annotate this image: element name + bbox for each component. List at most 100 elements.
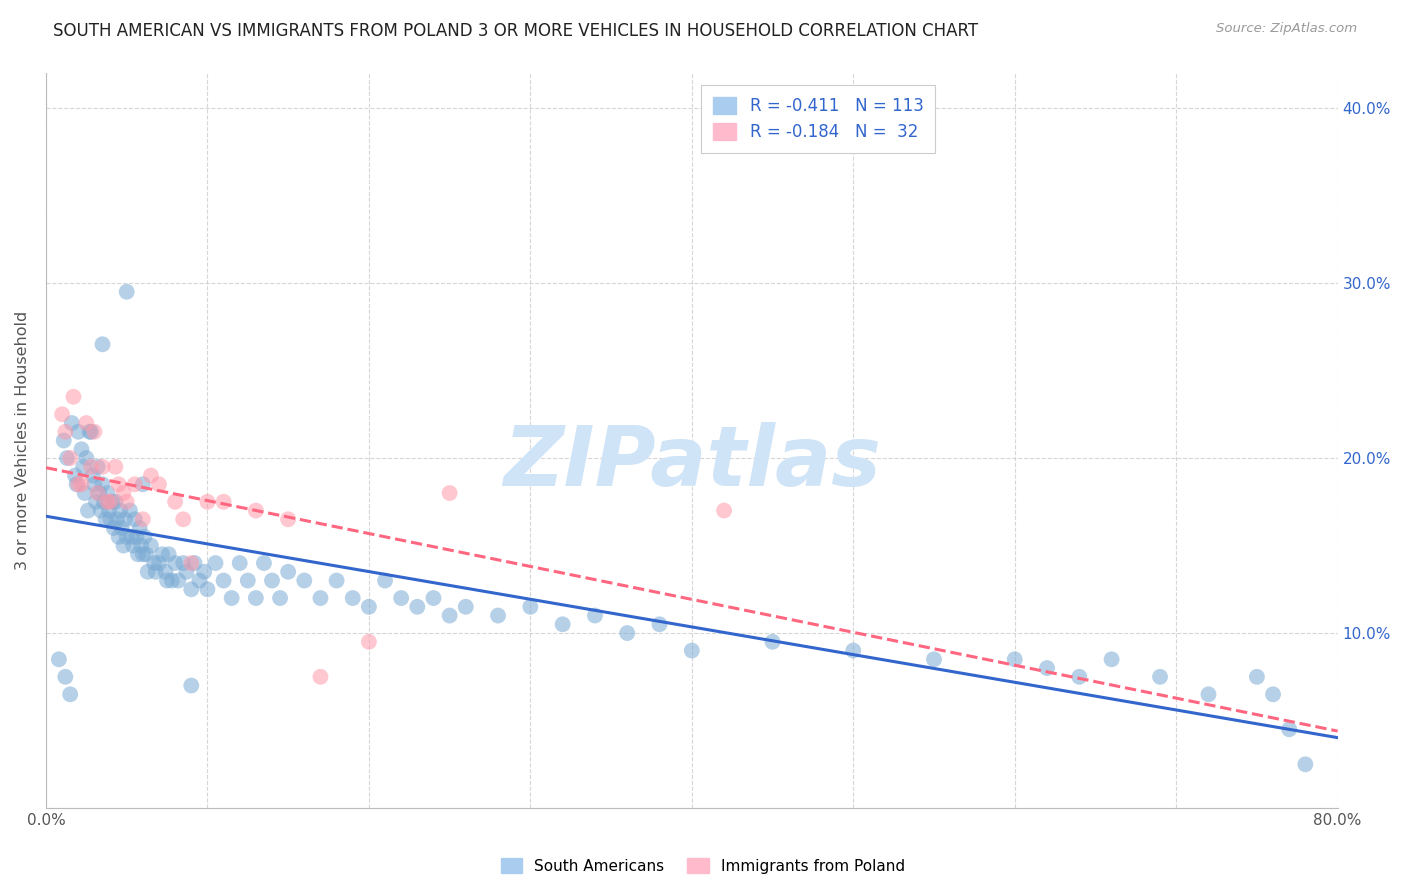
Point	[129, 539, 152, 553]
Point	[269, 591, 291, 605]
Point	[228, 556, 250, 570]
Point	[183, 556, 205, 570]
Point	[53, 425, 76, 439]
Point	[145, 565, 167, 579]
Point	[67, 425, 90, 439]
Point	[1294, 757, 1316, 772]
Point	[148, 556, 170, 570]
Point	[1069, 670, 1091, 684]
Point	[135, 547, 157, 561]
Point	[80, 459, 103, 474]
Point	[107, 477, 129, 491]
Point	[155, 565, 177, 579]
Point	[96, 486, 118, 500]
Point	[91, 459, 114, 474]
Point	[75, 416, 97, 430]
Point	[118, 503, 141, 517]
Point	[122, 539, 145, 553]
Point	[91, 477, 114, 491]
Point	[101, 495, 124, 509]
Point	[53, 670, 76, 684]
Point	[309, 591, 332, 605]
Point	[66, 477, 89, 491]
Point	[160, 574, 183, 588]
Point	[165, 495, 187, 509]
Text: SOUTH AMERICAN VS IMMIGRANTS FROM POLAND 3 OR MORE VEHICLES IN HOUSEHOLD CORRELA: SOUTH AMERICAN VS IMMIGRANTS FROM POLAND…	[53, 22, 979, 40]
Point	[180, 556, 202, 570]
Point	[115, 530, 138, 544]
Point	[277, 512, 299, 526]
Point	[67, 477, 90, 491]
Point	[139, 539, 162, 553]
Point	[389, 591, 412, 605]
Point	[180, 679, 202, 693]
Point	[84, 495, 107, 509]
Point	[761, 635, 783, 649]
Point	[86, 459, 108, 474]
Point	[75, 450, 97, 465]
Point	[127, 547, 149, 561]
Point	[59, 687, 82, 701]
Point	[454, 599, 477, 614]
Point	[107, 530, 129, 544]
Point	[150, 547, 173, 561]
Point	[157, 547, 180, 561]
Point	[325, 574, 347, 588]
Point	[197, 495, 219, 509]
Point	[79, 425, 101, 439]
Point	[713, 503, 735, 517]
Point	[260, 574, 283, 588]
Text: ZIPatlas: ZIPatlas	[503, 422, 880, 503]
Point	[94, 512, 117, 526]
Point	[148, 477, 170, 491]
Point	[124, 512, 146, 526]
Point	[132, 512, 155, 526]
Point	[1261, 687, 1284, 701]
Point	[188, 574, 211, 588]
Point	[165, 556, 187, 570]
Point	[167, 574, 190, 588]
Y-axis label: 3 or more Vehicles in Household: 3 or more Vehicles in Household	[15, 311, 30, 570]
Point	[519, 599, 541, 614]
Point	[842, 643, 865, 657]
Point	[121, 530, 143, 544]
Point	[115, 285, 138, 299]
Point	[342, 591, 364, 605]
Point	[86, 486, 108, 500]
Text: Source: ZipAtlas.com: Source: ZipAtlas.com	[1216, 22, 1357, 36]
Point	[132, 547, 155, 561]
Point	[204, 556, 226, 570]
Point	[80, 425, 103, 439]
Point	[172, 512, 194, 526]
Point	[253, 556, 276, 570]
Point	[77, 503, 100, 517]
Point	[1149, 670, 1171, 684]
Point	[193, 565, 215, 579]
Point	[104, 459, 127, 474]
Point	[212, 495, 235, 509]
Point	[486, 608, 509, 623]
Point	[90, 503, 112, 517]
Point	[245, 503, 267, 517]
Point	[100, 512, 122, 526]
Point	[551, 617, 574, 632]
Point	[221, 591, 243, 605]
Point	[374, 574, 396, 588]
Point	[91, 337, 114, 351]
Point	[132, 477, 155, 491]
Point	[52, 434, 75, 448]
Point	[83, 477, 105, 491]
Point	[83, 425, 105, 439]
Point	[72, 459, 94, 474]
Point	[48, 652, 70, 666]
Point	[1246, 670, 1268, 684]
Point	[357, 599, 380, 614]
Point	[112, 539, 135, 553]
Point	[236, 574, 259, 588]
Point	[128, 521, 150, 535]
Point	[1198, 687, 1220, 701]
Point	[56, 450, 79, 465]
Point	[110, 503, 132, 517]
Point	[111, 521, 134, 535]
Point	[922, 652, 945, 666]
